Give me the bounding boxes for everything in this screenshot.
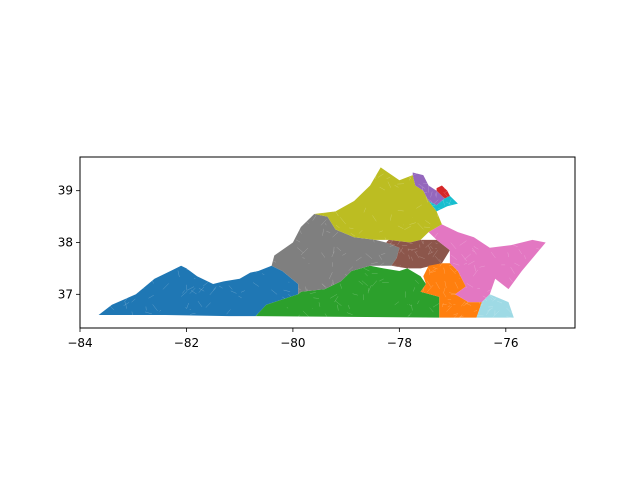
district-11 [436,185,450,199]
district-7 [428,224,546,303]
district-9 [412,172,445,206]
district-2 [255,265,440,318]
y-tick-label: 39 [58,184,73,198]
y-axis-ticks: 37 38 39 [58,184,80,301]
districts-layer [98,167,546,318]
district-3 [271,214,400,295]
y-tick-label: 38 [58,236,73,250]
x-tick-label: −80 [280,336,305,350]
y-tick-label: 37 [58,287,73,301]
x-tick-label: −76 [493,336,518,350]
x-tick-label: −78 [387,336,412,350]
district-4 [314,167,442,243]
x-axis-ticks: −84 −82 −80 −78 −76 [67,328,518,350]
x-tick-label: −84 [67,336,92,350]
district-8 [476,294,514,318]
district-5-precincts [386,239,450,269]
district-5 [386,239,450,269]
district-1 [98,265,299,317]
district-10 [428,195,458,212]
x-tick-label: −82 [174,336,199,350]
district-6 [420,263,482,318]
